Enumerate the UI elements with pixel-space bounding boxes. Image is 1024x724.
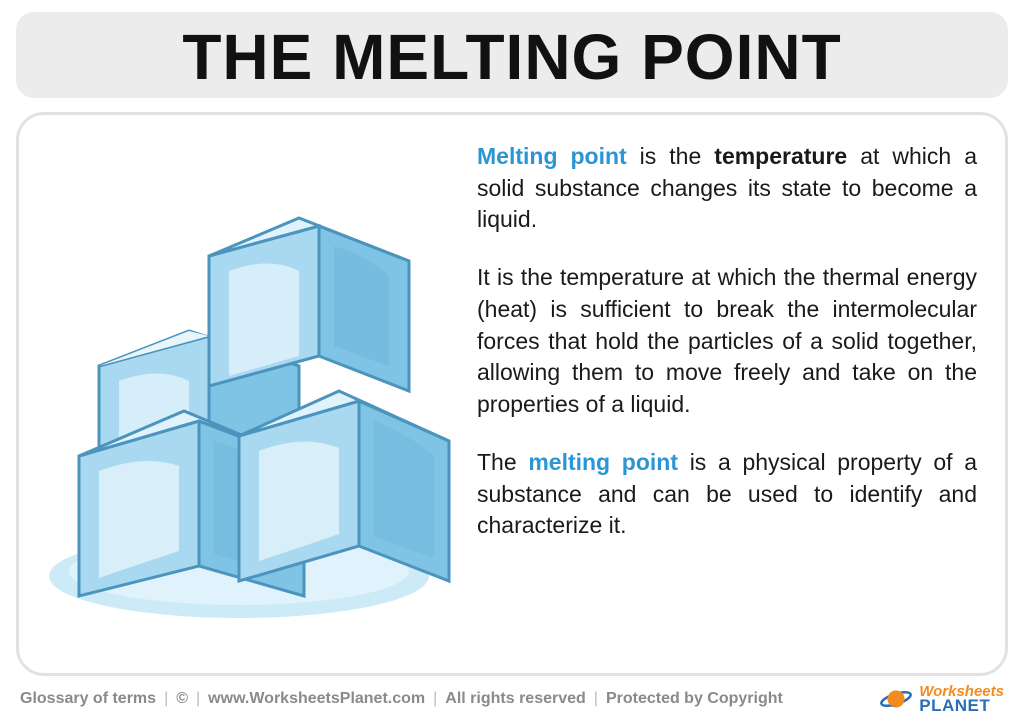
separator: |	[164, 690, 168, 708]
logo-word-2: PLANET	[919, 698, 1004, 713]
footer-site: www.WorksheetsPlanet.com	[208, 690, 425, 708]
paragraph-1: Melting point is the temperature at whic…	[477, 141, 977, 236]
ice-cubes-illustration	[39, 139, 459, 653]
planet-icon	[879, 682, 913, 716]
brand-logo: Worksheets PLANET	[879, 682, 1004, 716]
paragraph-2: It is the temperature at which the therm…	[477, 262, 977, 421]
separator: |	[594, 690, 598, 708]
page-title: THE MELTING POINT	[16, 20, 1008, 94]
title-bar: THE MELTING POINT	[16, 12, 1008, 98]
separator: |	[196, 690, 200, 708]
footer-glossary: Glossary of terms	[20, 690, 156, 708]
highlight-term: melting point	[528, 449, 678, 475]
definition-text: Melting point is the temperature at whic…	[477, 139, 977, 653]
logo-text: Worksheets PLANET	[919, 685, 1004, 714]
paragraph-3: The melting point is a physical property…	[477, 447, 977, 542]
footer-rights: All rights reserved	[445, 690, 586, 708]
ice-cubes-icon	[39, 166, 459, 626]
separator: |	[433, 690, 437, 708]
highlight-term: Melting point	[477, 143, 627, 169]
copyright-symbol: ©	[176, 690, 188, 708]
bold-term: temperature	[714, 143, 847, 169]
footer-protected: Protected by Copyright	[606, 690, 783, 708]
footer: Glossary of terms | © | www.WorksheetsPl…	[16, 676, 1008, 716]
content-frame: Melting point is the temperature at whic…	[16, 112, 1008, 676]
